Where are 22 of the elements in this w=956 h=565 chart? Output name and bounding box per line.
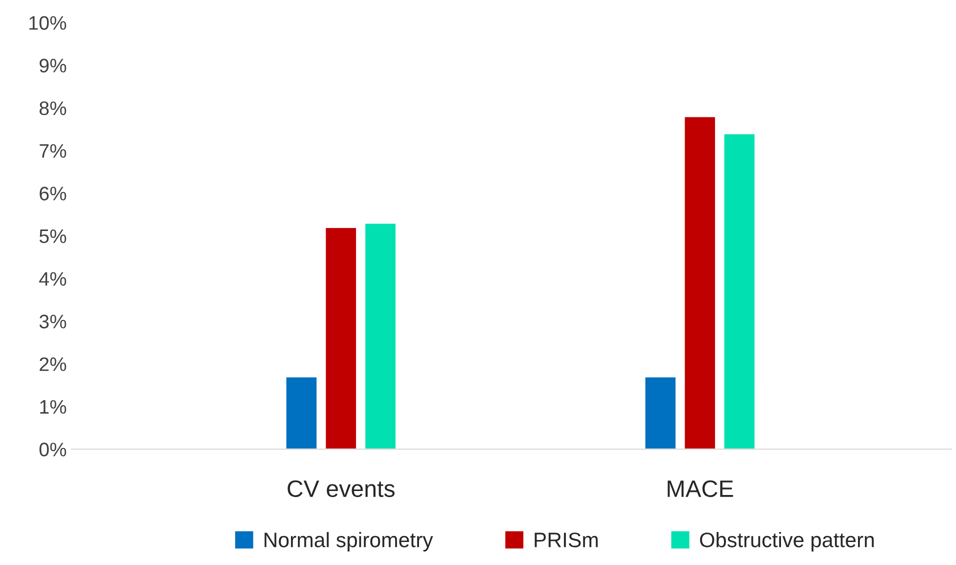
y-tick-label: 4% (39, 272, 66, 286)
y-tick-label: 5% (40, 229, 66, 244)
y-tick-label: 9% (40, 58, 66, 72)
y-tick-label: 10% (29, 16, 66, 30)
legend-label: Obstructive pattern (700, 532, 874, 552)
y-tick-label: 1% (40, 400, 66, 414)
legend-label: Normal spirometry (264, 532, 434, 552)
y-tick-label: 0% (39, 442, 66, 456)
bar (644, 376, 677, 450)
y-tick-label: 3% (39, 314, 66, 328)
legend-label: PRISm (534, 532, 598, 548)
bar (364, 222, 397, 450)
y-tick-label: 2% (40, 357, 66, 372)
y-tick-label: 7% (40, 144, 66, 158)
bar (722, 132, 756, 450)
bar (284, 376, 318, 450)
y-tick-label: 6% (40, 186, 66, 200)
x-tick-label: CV events (288, 480, 395, 498)
bar (324, 226, 358, 450)
bar (683, 116, 716, 450)
y-tick-label: 8% (40, 101, 66, 116)
x-tick-label: MACE (668, 480, 734, 498)
